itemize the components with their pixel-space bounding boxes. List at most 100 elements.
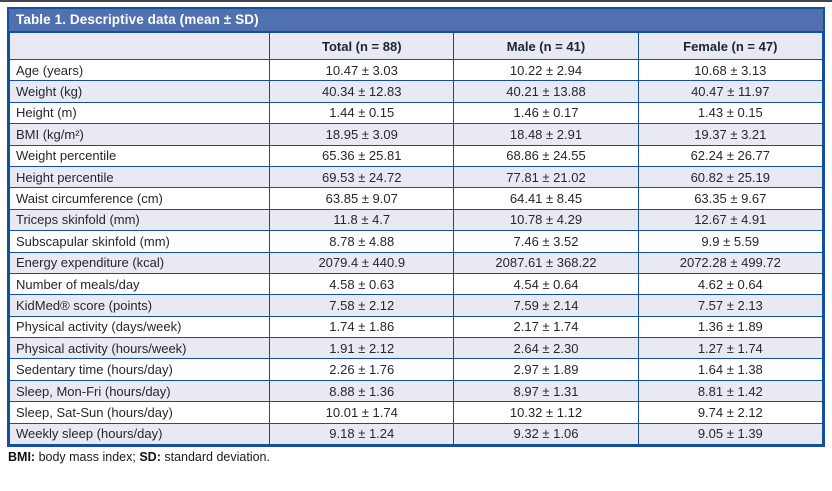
table-row: Waist circumference (cm) 63.85 ± 9.07 64.4… (8, 187, 824, 210)
table-row: Physical activity (hours/week) 1.91 ± 2.1… (8, 337, 824, 360)
row-value-female: 1.64 ± 1.38 (637, 358, 824, 381)
row-value-male: 10.32 ± 1.12 (453, 401, 639, 424)
table-row: Sedentary time (hours/day) 2.26 ± 1.76 2.9… (8, 358, 824, 381)
table-row: KidMed® score (points) 7.58 ± 2.12 7.59 ± … (8, 294, 824, 317)
row-value-female: 9.9 ± 5.59 (637, 230, 824, 253)
row-value-male: 68.86 ± 24.55 (453, 144, 639, 167)
row-label: Weight percentile (8, 144, 271, 167)
row-value-male: 9.32 ± 1.06 (453, 422, 639, 446)
row-value-male: 2.97 ± 1.89 (453, 358, 639, 381)
row-value-total: 1.44 ± 0.15 (269, 101, 455, 125)
column-header-total: Total (n = 88) (269, 32, 455, 60)
row-label: Weight (kg) (8, 80, 271, 103)
row-label: Waist circumference (cm) (8, 187, 271, 210)
row-label: Sedentary time (hours/day) (8, 358, 271, 381)
row-value-male: 40.21 ± 13.88 (453, 80, 639, 103)
row-value-male: 8.97 ± 1.31 (453, 379, 639, 403)
table-title-bar: Table 1. Descriptive data (mean ± SD) (9, 9, 823, 32)
row-value-female: 12.67 ± 4.91 (637, 208, 824, 232)
page: Table 1. Descriptive data (mean ± SD) To… (0, 0, 832, 464)
row-value-total: 8.78 ± 4.88 (269, 230, 455, 253)
row-label: BMI (kg/m²) (8, 123, 271, 146)
row-value-male: 10.78 ± 4.29 (453, 208, 639, 232)
table-row: Sleep, Sat-Sun (hours/day) 10.01 ± 1.74 10… (8, 401, 824, 424)
header-row: Total (n = 88) Male (n = 41) Female (n =… (8, 32, 824, 60)
row-value-total: 63.85 ± 9.07 (269, 187, 455, 210)
row-value-female: 1.43 ± 0.15 (637, 101, 824, 125)
table-row: Height (m) 1.44 ± 0.15 1.46 ± 0.17 1.43 ± 0… (8, 101, 824, 125)
row-label: Physical activity (days/week) (8, 315, 271, 339)
row-value-female: 62.24 ± 26.77 (637, 144, 824, 167)
table-row: Weight (kg) 40.34 ± 12.83 40.21 ± 13.88 40.… (8, 80, 824, 103)
row-value-male: 18.48 ± 2.91 (453, 123, 639, 146)
row-value-total: 40.34 ± 12.83 (269, 80, 455, 103)
table-row: Energy expenditure (kcal) 2079.4 ± 440.9 2… (8, 251, 824, 274)
row-label: Energy expenditure (kcal) (8, 251, 271, 274)
row-value-male: 10.22 ± 2.94 (453, 58, 639, 82)
row-value-male: 1.46 ± 0.17 (453, 101, 639, 125)
row-value-total: 18.95 ± 3.09 (269, 123, 455, 146)
row-value-total: 7.58 ± 2.12 (269, 294, 455, 317)
table-row: Age (years) 10.47 ± 3.03 10.22 ± 2.94 10.68… (8, 58, 824, 82)
row-value-male: 2.17 ± 1.74 (453, 315, 639, 339)
row-value-total: 9.18 ± 1.24 (269, 422, 455, 446)
footnote-sd-definition: standard deviation. (164, 450, 270, 465)
row-value-total: 10.47 ± 3.03 (269, 58, 455, 82)
row-value-total: 65.36 ± 25.81 (269, 144, 455, 167)
row-label: Height (m) (8, 101, 271, 125)
row-label: Triceps skinfold (mm) (8, 208, 271, 232)
row-value-female: 40.47 ± 11.97 (637, 80, 824, 103)
table-row: Triceps skinfold (mm) 11.8 ± 4.7 10.78 ± 4… (8, 208, 824, 232)
row-value-male: 77.81 ± 21.02 (453, 165, 639, 189)
row-value-total: 69.53 ± 24.72 (269, 165, 455, 189)
row-label: Sleep, Mon-Fri (hours/day) (8, 379, 271, 403)
row-label: KidMed® score (points) (8, 294, 271, 317)
row-value-total: 2.26 ± 1.76 (269, 358, 455, 381)
row-value-total: 11.8 ± 4.7 (269, 208, 455, 232)
row-value-female: 8.81 ± 1.42 (637, 379, 824, 403)
data-table: Total (n = 88) Male (n = 41) Female (n =… (8, 32, 824, 446)
row-value-male: 7.46 ± 3.52 (453, 230, 639, 253)
column-header-male: Male (n = 41) (453, 32, 639, 60)
table-footnote: BMI: body mass index; SD: standard devia… (8, 450, 832, 464)
row-value-total: 2079.4 ± 440.9 (269, 251, 455, 274)
row-value-total: 4.58 ± 0.63 (269, 272, 455, 296)
row-label: Number of meals/day (8, 272, 271, 296)
table-row: Sleep, Mon-Fri (hours/day) 8.88 ± 1.36 8.9… (8, 379, 824, 403)
row-value-female: 9.05 ± 1.39 (637, 422, 824, 446)
table-row: BMI (kg/m²) 18.95 ± 3.09 18.48 ± 2.91 19.37… (8, 123, 824, 146)
row-value-female: 1.36 ± 1.89 (637, 315, 824, 339)
row-value-female: 19.37 ± 3.21 (637, 123, 824, 146)
row-label: Height percentile (8, 165, 271, 189)
table-row: Height percentile 69.53 ± 24.72 77.81 ± 21… (8, 165, 824, 189)
table-row: Weight percentile 65.36 ± 25.81 68.86 ± 24… (8, 144, 824, 167)
row-value-total: 8.88 ± 1.36 (269, 379, 455, 403)
row-value-female: 4.62 ± 0.64 (637, 272, 824, 296)
row-value-female: 10.68 ± 3.13 (637, 58, 824, 82)
table-row: Weekly sleep (hours/day) 9.18 ± 1.24 9.32 … (8, 422, 824, 446)
row-label: Physical activity (hours/week) (8, 337, 271, 360)
table-row: Physical activity (days/week) 1.74 ± 1.86… (8, 315, 824, 339)
column-header-female: Female (n = 47) (637, 32, 824, 60)
row-value-total: 1.91 ± 2.12 (269, 337, 455, 360)
row-value-female: 2072.28 ± 499.72 (637, 251, 824, 274)
row-value-male: 2.64 ± 2.30 (453, 337, 639, 360)
row-value-female: 63.35 ± 9.67 (637, 187, 824, 210)
row-value-female: 1.27 ± 1.74 (637, 337, 824, 360)
row-value-male: 2087.61 ± 368.22 (453, 251, 639, 274)
row-value-total: 1.74 ± 1.86 (269, 315, 455, 339)
footnote-sd-abbrev: SD: (139, 450, 161, 465)
row-value-total: 10.01 ± 1.74 (269, 401, 455, 424)
row-value-male: 7.59 ± 2.14 (453, 294, 639, 317)
row-label: Sleep, Sat-Sun (hours/day) (8, 401, 271, 424)
table-title: Table 1. Descriptive data (mean ± SD) (16, 12, 259, 27)
footnote-bmi-abbrev: BMI: (8, 450, 36, 465)
descriptive-data-table: Table 1. Descriptive data (mean ± SD) To… (7, 7, 825, 448)
row-label: Weekly sleep (hours/day) (8, 422, 271, 446)
row-value-female: 60.82 ± 25.19 (637, 165, 824, 189)
row-label: Subscapular skinfold (mm) (8, 230, 271, 253)
row-label: Age (years) (8, 58, 271, 82)
column-header-empty (8, 32, 271, 60)
row-value-female: 7.57 ± 2.13 (637, 294, 824, 317)
row-value-female: 9.74 ± 2.12 (637, 401, 824, 424)
